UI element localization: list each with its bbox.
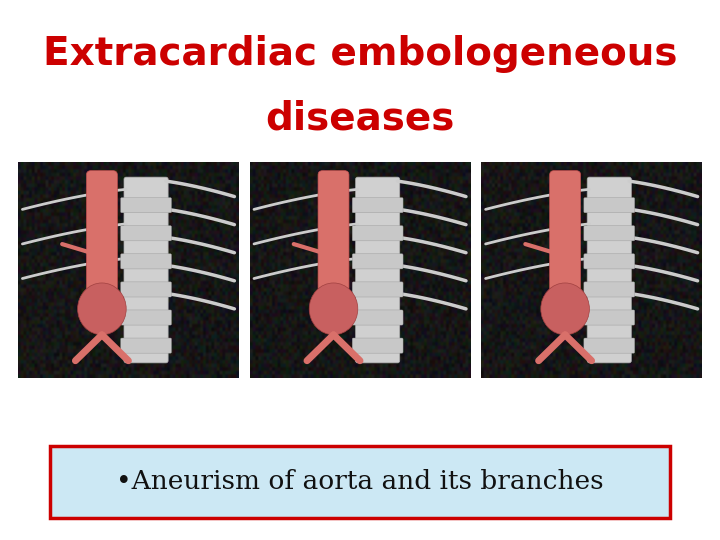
Text: •Aneurism of aorta and its branches: •Aneurism of aorta and its branches [116,469,604,495]
FancyBboxPatch shape [352,338,403,353]
Text: diseases: diseases [265,100,455,138]
FancyBboxPatch shape [121,310,171,325]
FancyBboxPatch shape [86,171,117,292]
FancyBboxPatch shape [121,338,171,353]
FancyBboxPatch shape [124,177,168,363]
FancyBboxPatch shape [584,198,634,213]
FancyBboxPatch shape [352,282,403,297]
Ellipse shape [78,283,126,335]
FancyBboxPatch shape [121,198,171,213]
Text: Extracardiac embologeneous: Extracardiac embologeneous [42,35,678,73]
FancyBboxPatch shape [352,310,403,325]
FancyBboxPatch shape [584,310,634,325]
FancyBboxPatch shape [352,226,403,241]
FancyBboxPatch shape [584,226,634,241]
FancyBboxPatch shape [50,446,670,518]
FancyBboxPatch shape [121,254,171,269]
FancyBboxPatch shape [356,177,400,363]
Ellipse shape [309,283,358,335]
Ellipse shape [541,283,590,335]
FancyBboxPatch shape [352,254,403,269]
FancyBboxPatch shape [318,171,349,292]
FancyBboxPatch shape [584,254,634,269]
FancyBboxPatch shape [584,282,634,297]
FancyBboxPatch shape [121,226,171,241]
FancyBboxPatch shape [121,282,171,297]
FancyBboxPatch shape [549,171,580,292]
FancyBboxPatch shape [584,338,634,353]
FancyBboxPatch shape [352,198,403,213]
FancyBboxPatch shape [588,177,631,363]
